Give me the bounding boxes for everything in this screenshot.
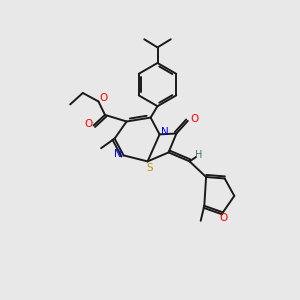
Text: S: S [147, 163, 153, 173]
Text: N: N [114, 148, 122, 159]
Text: O: O [100, 93, 108, 103]
Text: O: O [84, 119, 92, 129]
Text: N: N [161, 127, 169, 137]
Text: O: O [219, 213, 228, 223]
Text: H: H [195, 149, 202, 160]
Text: O: O [190, 113, 199, 124]
